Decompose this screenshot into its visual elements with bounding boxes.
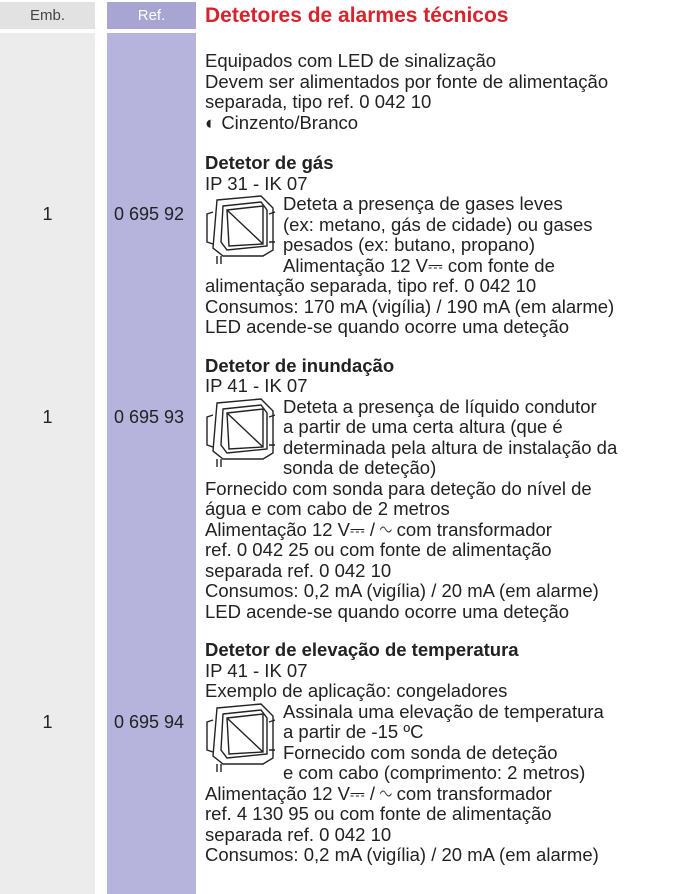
product-icon	[203, 700, 277, 774]
text-line: (ex: metano, gás de cidade) ou gases	[283, 213, 593, 235]
text-line: Assinala uma elevação de temperatura	[283, 700, 604, 722]
text-line: LED acende-se quando ocorre uma deteção	[205, 316, 570, 337]
ref-header: Ref.	[107, 2, 196, 29]
text-line: Alimentação 12 V⎓ / ∿ com transformador	[205, 518, 552, 540]
intro-line: separada, tipo ref. 0 042 10	[205, 91, 432, 112]
text-line: Alimentação 12 V⎓ / ∿ com transformador	[205, 782, 552, 804]
text-line: IP 41 - IK 07	[205, 375, 308, 396]
text-line: Deteta a presença de líquido condutor	[283, 395, 597, 417]
text-line: IP 41 - IK 07	[205, 659, 308, 681]
text-line: separada ref. 0 042 10	[205, 823, 392, 845]
text-line: a partir de -15 ºC	[283, 721, 424, 742]
text-line: ref. 4 130 95 ou com fonte de alimentaçã…	[205, 803, 552, 824]
text-line: ref. 0 042 25 ou com fonte de alimentaçã…	[205, 539, 552, 560]
intro-line: ◐ Cinzento/Branco	[205, 111, 359, 133]
ref-value: 0 695 93	[114, 406, 185, 427]
emb-value: 1	[42, 711, 53, 732]
emb-header: Emb.	[0, 2, 95, 29]
text-line: Fornecido com sonda de deteção	[283, 741, 558, 763]
section-title: Detetor de elevação de temperatura	[205, 639, 519, 660]
text-line: água e com cabo de 2 metros	[205, 498, 450, 519]
text-line: Deteta a presença de gases leves	[283, 193, 563, 214]
emb-value: 1	[42, 406, 53, 427]
text-line: alimentação separada, tipo ref. 0 042 10	[205, 275, 537, 296]
ref-column	[107, 33, 196, 894]
text-line: determinada pela altura de instalação da	[283, 436, 618, 458]
text-line: Exemplo de aplicação: congeladores	[205, 680, 508, 701]
text-line: IP 31 - IK 07	[205, 172, 308, 194]
text-line: Fornecido com sonda para deteção do níve…	[205, 477, 592, 499]
section-title: Detetor de gás	[205, 152, 334, 173]
text-line: Consumos: 170 mA (vigília) / 190 mA (em …	[205, 295, 615, 317]
text-line: LED acende-se quando ocorre uma deteção	[205, 600, 570, 622]
section-title: Detetor de inundação	[205, 354, 395, 376]
page-title: Detetores de alarmes técnicos	[205, 4, 509, 27]
text-line: a partir de uma certa altura (que é	[283, 416, 563, 437]
text-line: sonda de deteção)	[283, 457, 437, 478]
intro-line: Devem ser alimentados por fonte de alime…	[205, 70, 609, 92]
ref-value: 0 695 94	[114, 711, 185, 732]
product-icon	[203, 192, 277, 266]
text-line: Consumos: 0,2 mA (vigília) / 20 mA (em a…	[205, 844, 599, 865]
text-line: separada ref. 0 042 10	[205, 559, 392, 581]
intro-line: Equipados com LED de sinalização	[205, 50, 497, 71]
text-line: Consumos: 0,2 mA (vigília) / 20 mA (em a…	[205, 580, 599, 601]
text-line: Alimentação 12 V⎓ com fonte de	[283, 254, 555, 276]
emb-value: 1	[42, 204, 53, 224]
text-line: e com cabo (comprimento: 2 metros)	[283, 762, 586, 783]
text-line: pesados (ex: butano, propano)	[283, 234, 535, 255]
emb-column	[0, 33, 95, 894]
product-icon	[203, 395, 277, 469]
ref-value: 0 695 92	[114, 204, 185, 224]
